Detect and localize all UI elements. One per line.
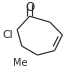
Text: O: O (25, 1, 34, 14)
Text: Cl: Cl (2, 30, 13, 40)
Text: Me: Me (13, 58, 28, 68)
